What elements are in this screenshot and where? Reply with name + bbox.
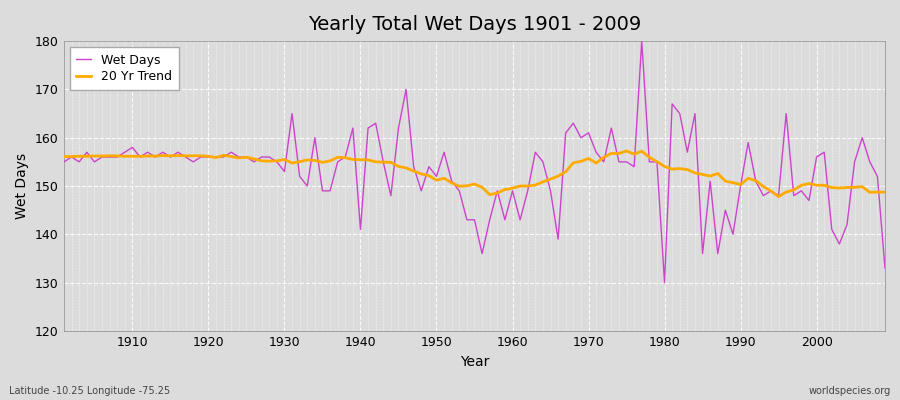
20 Yr Trend [598,155,609,160]
Wet Days [659,280,670,285]
20 Yr Trend [286,161,297,166]
Legend: Wet Days, 20 Yr Trend: Wet Days, 20 Yr Trend [70,47,179,90]
Wet Days [507,188,517,193]
Text: Latitude -10.25 Longitude -75.25: Latitude -10.25 Longitude -75.25 [9,386,170,396]
Y-axis label: Wet Days: Wet Days [15,153,29,219]
20 Yr Trend [507,186,517,190]
20 Yr Trend [500,187,510,192]
Line: 20 Yr Trend: 20 Yr Trend [64,151,885,197]
X-axis label: Year: Year [460,355,490,369]
Wet Days [636,39,647,44]
Wet Days [500,218,510,222]
Wet Days [879,266,890,270]
Wet Days [598,160,609,164]
Wet Days [58,160,69,164]
Line: Wet Days: Wet Days [64,41,885,282]
Wet Days [286,111,297,116]
20 Yr Trend [621,148,632,153]
Wet Days [120,150,130,154]
20 Yr Trend [332,155,343,160]
20 Yr Trend [120,154,130,159]
Wet Days [332,160,343,164]
20 Yr Trend [879,190,890,194]
20 Yr Trend [773,194,784,199]
Text: worldspecies.org: worldspecies.org [809,386,891,396]
20 Yr Trend [58,154,69,159]
Title: Yearly Total Wet Days 1901 - 2009: Yearly Total Wet Days 1901 - 2009 [308,15,641,34]
